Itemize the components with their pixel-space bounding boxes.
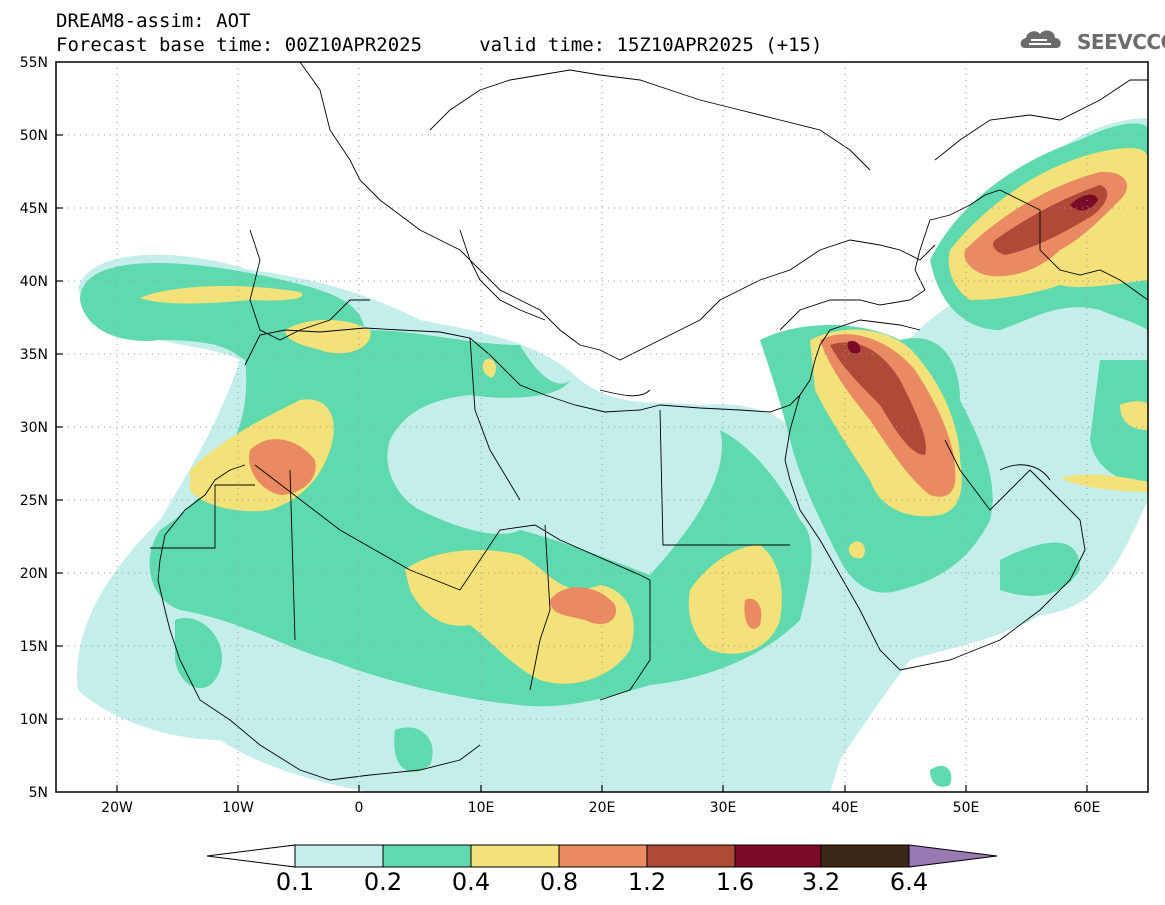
colorbar-swatch xyxy=(734,844,822,868)
lat-label: 10N xyxy=(20,712,48,728)
lat-label: 55N xyxy=(20,55,48,71)
colorbar-label: 3.2 xyxy=(801,868,841,896)
boundaries xyxy=(150,62,1148,781)
lon-label: 40E xyxy=(832,800,859,816)
lat-label: 40N xyxy=(20,274,48,290)
lon-label: 20E xyxy=(589,800,616,816)
lat-label: 25N xyxy=(20,493,48,509)
colorbar-label: 0.4 xyxy=(451,868,491,896)
colorbar-label: 0.2 xyxy=(363,868,403,896)
lon-label: 30E xyxy=(710,800,737,816)
colorbar-swatch xyxy=(382,844,472,868)
lon-label: 0 xyxy=(355,800,364,816)
colorbar xyxy=(206,844,998,868)
lat-label: 15N xyxy=(20,639,48,655)
colorbar-label: 1.6 xyxy=(715,868,755,896)
lon-label: 20W xyxy=(101,800,133,816)
colorbar-swatch xyxy=(558,844,648,868)
colorbar-label: 0.8 xyxy=(539,868,579,896)
forecast-time-line: Forecast base time: 00Z10APR2025 valid t… xyxy=(56,34,823,56)
colorbar-label: 1.2 xyxy=(627,868,667,896)
lon-label: 50E xyxy=(953,800,980,816)
colorbar-high-arrow xyxy=(908,844,998,868)
logo-text: SEEVCCC xyxy=(1077,30,1165,54)
lat-label: 5N xyxy=(29,785,48,801)
axis-ticks xyxy=(56,134,1088,792)
colorbar-swatch xyxy=(820,844,910,868)
latitude-labels: 55N 50N 45N 40N 35N 30N 25N 20N 15N 10N … xyxy=(20,55,48,801)
cloud-logo-icon xyxy=(1020,30,1061,48)
colorbar-label: 0.1 xyxy=(275,868,315,896)
aot-fields xyxy=(77,118,1148,792)
graticule xyxy=(56,62,1148,792)
colorbar-swatch xyxy=(646,844,736,868)
lat-label: 50N xyxy=(20,128,48,144)
colorbar-swatch xyxy=(294,844,384,868)
colorbar-label: 6.4 xyxy=(889,868,929,896)
lon-label: 60E xyxy=(1074,800,1101,816)
longitude-labels: 20W 10W 0 10E 20E 30E 40E 50E 60E xyxy=(101,800,1100,816)
lat-label: 20N xyxy=(20,566,48,582)
lat-label: 30N xyxy=(20,420,48,436)
map-title: DREAM8-assim: AOT xyxy=(56,10,251,32)
lat-label: 35N xyxy=(20,347,48,363)
lon-label: 10W xyxy=(222,800,254,816)
colorbar-swatch xyxy=(470,844,560,868)
lat-label: 45N xyxy=(20,201,48,217)
lon-label: 10E xyxy=(468,800,495,816)
colorbar-low-arrow xyxy=(206,844,296,868)
